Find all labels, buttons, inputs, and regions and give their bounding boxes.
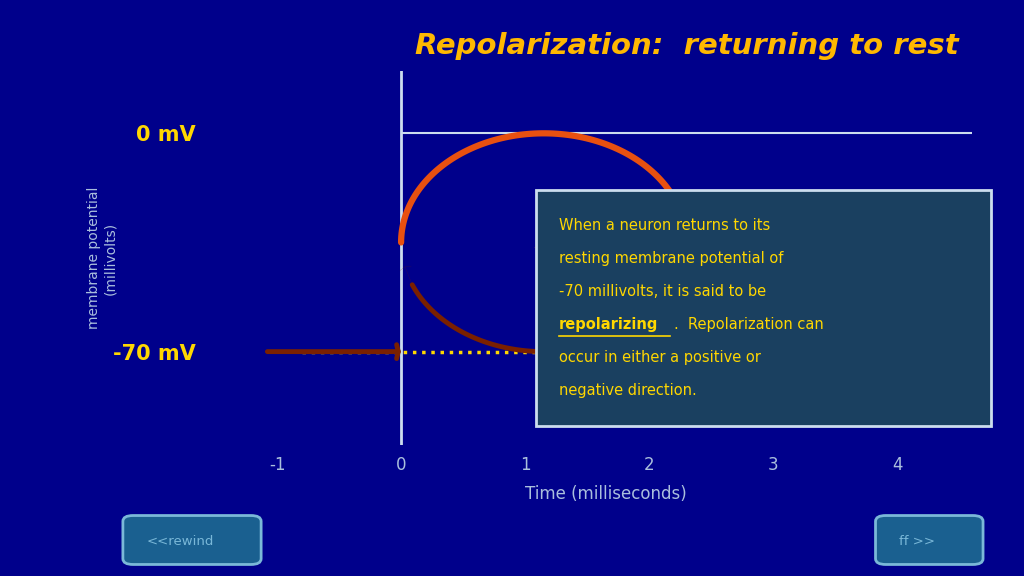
Text: occur in either a positive or: occur in either a positive or: [559, 350, 761, 365]
Text: resting membrane potential of: resting membrane potential of: [559, 251, 783, 266]
X-axis label: Time (milliseconds): Time (milliseconds): [525, 486, 687, 503]
Text: <<rewind: <<rewind: [146, 536, 214, 548]
Text: -70 millivolts, it is said to be: -70 millivolts, it is said to be: [559, 284, 766, 299]
Y-axis label: membrane potential
(millivolts): membrane potential (millivolts): [87, 187, 117, 329]
Text: negative direction.: negative direction.: [559, 382, 697, 397]
Text: repolarizing: repolarizing: [559, 317, 658, 332]
Title: Repolarization:  returning to rest: Repolarization: returning to rest: [415, 32, 958, 60]
Text: ff >>: ff >>: [899, 536, 935, 548]
Text: .  Repolarization can: . Repolarization can: [674, 317, 823, 332]
Text: When a neuron returns to its: When a neuron returns to its: [559, 218, 770, 233]
